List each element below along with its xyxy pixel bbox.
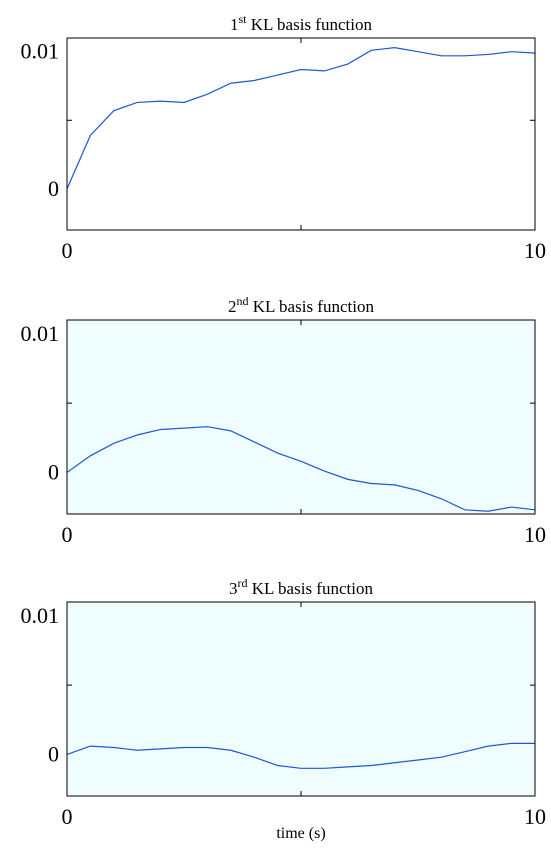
chart-panel-1: 1st KL basis function 0 10 0 0.01: [21, 12, 547, 263]
title-number: 3: [229, 579, 238, 598]
chart-title: 3rd KL basis function: [229, 576, 373, 598]
x-tick-label: 10: [524, 522, 546, 547]
title-superscript: nd: [237, 294, 249, 308]
title-superscript: rd: [238, 576, 248, 590]
series-line: [66, 742, 535, 769]
y-tick-label: 0.01: [21, 39, 60, 64]
title-text: KL basis function: [248, 579, 374, 598]
chart-title: 2nd KL basis function: [228, 294, 374, 316]
plot-background: [67, 602, 535, 796]
title-number: 2: [228, 297, 237, 316]
y-tick-label: 0: [48, 176, 59, 201]
x-tick-label: 0: [62, 238, 73, 263]
y-tick-label: 0.01: [21, 603, 60, 628]
x-tick-label: 10: [524, 238, 546, 263]
plot-background: [67, 320, 535, 514]
title-superscript: st: [239, 12, 248, 26]
chart-panel-3: 3rd KL basis function 0 10 0 0.01 time (s): [21, 576, 547, 842]
x-tick-label: 0: [62, 522, 73, 547]
title-text: KL basis function: [247, 15, 373, 34]
series-line: [66, 46, 536, 190]
y-tick-label: 0: [48, 459, 59, 484]
title-text: KL basis function: [249, 297, 375, 316]
y-tick-label: 0: [48, 741, 59, 766]
x-axis-label: time (s): [276, 825, 325, 842]
chart-panel-2: 2nd KL basis function 0 10 0 0.01: [21, 294, 547, 547]
y-tick-label: 0.01: [21, 321, 60, 346]
x-tick-label: 0: [62, 804, 73, 829]
x-tick-label: 10: [524, 804, 546, 829]
plot-background: [67, 38, 535, 230]
series-line: [66, 426, 536, 512]
title-number: 1: [230, 15, 239, 34]
chart-title: 1st KL basis function: [230, 12, 372, 34]
